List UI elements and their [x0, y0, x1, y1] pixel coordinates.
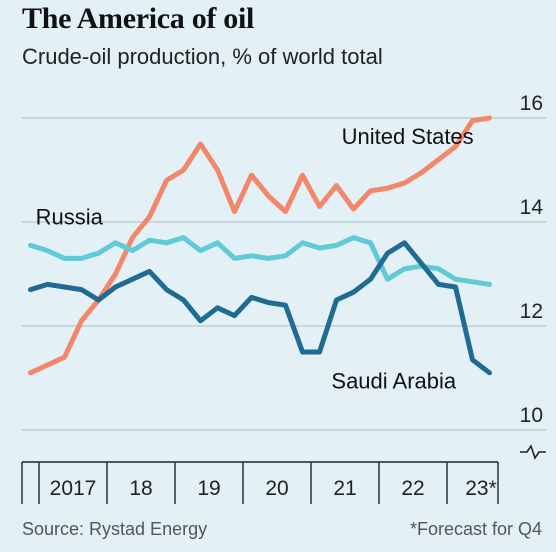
- x-tick-label: 22: [401, 477, 424, 500]
- y-tick-label: 12: [520, 300, 543, 323]
- forecast-note: *Forecast for Q4: [409, 519, 542, 539]
- series-label: Saudi Arabia: [331, 368, 457, 393]
- x-tick-label: 23*: [465, 477, 497, 500]
- x-tick-label: 2017: [50, 477, 97, 500]
- series-label: United States: [342, 124, 474, 149]
- series-line-saudi-arabia: [28, 240, 492, 376]
- x-tick-label: 18: [129, 477, 152, 500]
- chart-subtitle: Crude-oil production, % of world total: [22, 44, 383, 69]
- axes: 10 12 14 16 2017 18 19 20 21 22 23*: [21, 92, 546, 504]
- y-tick-label: 16: [520, 92, 543, 115]
- axis-break-icon: [520, 444, 546, 460]
- gridlines: [22, 117, 546, 431]
- y-tick-label: 14: [520, 196, 544, 219]
- series-line-united-states: [28, 115, 492, 376]
- series-lines: [28, 115, 492, 376]
- series-labels: United States Russia Saudi Arabia: [36, 124, 474, 393]
- series-line-russia: [28, 235, 492, 287]
- series-label: Russia: [36, 205, 104, 230]
- x-tick-label: 20: [265, 477, 288, 500]
- x-tick-label: 19: [197, 477, 220, 500]
- y-tick-label: 10: [520, 404, 543, 427]
- x-tick-label: 21: [333, 477, 356, 500]
- chart-title: The America of oil: [22, 2, 255, 35]
- source-note: Source: Rystad Energy: [22, 519, 208, 539]
